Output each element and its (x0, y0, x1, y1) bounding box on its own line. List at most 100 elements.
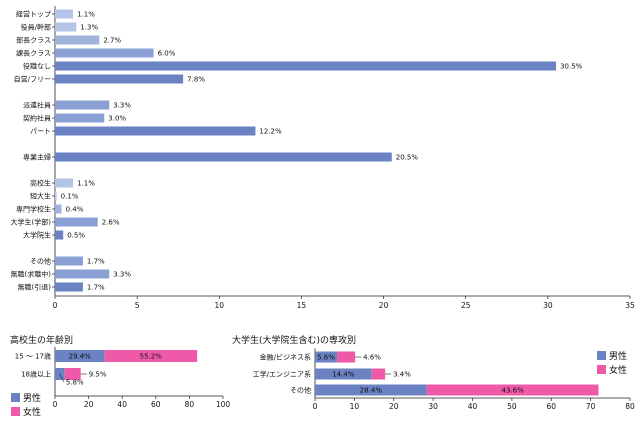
bar (55, 217, 98, 227)
bar (55, 113, 105, 123)
bar (55, 269, 110, 279)
data-label: 20.5% (396, 154, 419, 162)
data-label: 2.7% (103, 37, 121, 45)
data-label: 5.8% (66, 379, 84, 387)
bar (55, 204, 62, 214)
x-tick-label: 20 (379, 301, 389, 310)
category-label: 専門学校生 (16, 205, 51, 214)
x-tick-label: 60 (546, 402, 556, 411)
data-label: 2.6% (102, 219, 120, 227)
legend-label: 男性 (23, 392, 41, 404)
data-label: 1.1% (77, 11, 95, 19)
data-label: 29.4% (69, 353, 92, 361)
category-label: 工学/エンジニア系 (253, 370, 311, 379)
category-label: 役員/幹部 (21, 23, 51, 32)
main-occupation-chart: 経営トップ 1.1% 役員/幹部 1.3% 部長クラス 2.7% 課長クラス 6.0% 役職なし… (11, 6, 635, 310)
x-tick-label: 0 (313, 402, 318, 411)
x-tick-label: 10 (215, 301, 225, 310)
data-label: 43.6% (502, 387, 525, 395)
hs-chart-title: 高校生の年齢別 (10, 334, 73, 346)
data-label: 28.4% (360, 387, 383, 395)
legend-swatch (11, 393, 20, 402)
legend-swatch (11, 407, 20, 416)
x-tick-label: 80 (185, 400, 195, 409)
x-tick-label: 100 (216, 400, 231, 409)
category-label: 大学生(学部) (11, 218, 52, 227)
legend-label: 女性 (23, 406, 41, 418)
data-label: 7.8% (187, 76, 205, 84)
bar-segment (426, 384, 599, 396)
bar (55, 61, 557, 71)
data-label: 55.2% (140, 353, 163, 361)
x-tick-label: 25 (461, 301, 471, 310)
data-label: 0.1% (61, 193, 79, 201)
bar-segment (371, 368, 386, 380)
category-label: 自営/フリー (14, 75, 51, 84)
category-label: 部長クラス (16, 36, 51, 45)
category-label: 大学院生 (23, 231, 51, 240)
data-label: 3.3% (113, 271, 131, 279)
x-tick-label: 70 (586, 402, 596, 411)
bar-segment (55, 350, 105, 362)
data-label: 14.4% (332, 371, 355, 379)
legend-label: 男性 (609, 350, 627, 362)
category-label: 金融/ビジネス系 (260, 353, 311, 362)
bar-segment (104, 350, 198, 362)
category-label: 契約社員 (23, 114, 51, 123)
category-label: 18歳以上 (21, 370, 51, 379)
bar (55, 35, 100, 45)
data-label: 3.4% (393, 371, 411, 379)
data-label: 1.1% (77, 180, 95, 188)
bar (55, 256, 83, 266)
data-label: 1.7% (87, 284, 105, 292)
x-tick-label: 35 (625, 301, 635, 310)
category-label: その他 (30, 257, 51, 266)
bar (55, 230, 64, 240)
bar (55, 100, 110, 110)
x-tick-label: 50 (507, 402, 517, 411)
data-label: 3.0% (108, 115, 126, 123)
bar (55, 22, 77, 32)
bar-segment (315, 368, 372, 380)
data-label: 12.2% (259, 128, 282, 136)
category-label: パート (30, 128, 51, 136)
x-tick-label: 60 (151, 400, 161, 409)
data-label: 3.3% (113, 102, 131, 110)
category-label: 経営トップ (16, 10, 51, 19)
category-label: 役職なし (23, 62, 51, 71)
data-label: 30.5% (560, 63, 583, 71)
category-label: 高校生 (30, 179, 51, 188)
legend-swatch (597, 365, 606, 374)
x-tick-label: 20 (84, 400, 94, 409)
x-tick-label: 10 (350, 402, 360, 411)
data-label: 1.7% (87, 258, 105, 266)
data-label: 5.6% (317, 354, 335, 362)
data-label: 0.5% (67, 232, 85, 240)
x-tick-label: 15 (297, 301, 307, 310)
bar (55, 74, 184, 84)
data-label: 4.6% (363, 354, 381, 362)
x-tick-label: 30 (428, 402, 438, 411)
bar (55, 152, 392, 162)
category-label: 短大生 (30, 192, 51, 201)
legend-swatch (597, 351, 606, 360)
x-tick-label: 0 (53, 400, 58, 409)
leader-line (59, 373, 65, 383)
bar (55, 48, 154, 58)
uni-chart-title: 大学生(大学院生含む)の専攻別 (232, 334, 356, 346)
category-label: その他 (290, 386, 311, 395)
category-label: 専業主婦 (23, 153, 51, 162)
legend-label: 女性 (609, 364, 627, 376)
category-label: 無職(求職中) (11, 270, 52, 279)
bar-segment (315, 384, 427, 396)
high-school-age-chart: 高校生の年齢別 15 ～ 17歳 29.4% 55.2% 18歳以上 5.8% 9.5% 0… (10, 334, 230, 418)
data-label: 6.0% (158, 50, 176, 58)
university-major-chart: 大学生(大学院生含む)の専攻別 金融/ビジネス系 5.6% 4.6% 工学/エンジニア… (232, 334, 635, 411)
category-label: 課長クラス (16, 49, 51, 58)
x-tick-label: 80 (625, 402, 635, 411)
bar (55, 178, 74, 188)
x-tick-label: 20 (389, 402, 399, 411)
data-label: 1.3% (80, 24, 98, 32)
